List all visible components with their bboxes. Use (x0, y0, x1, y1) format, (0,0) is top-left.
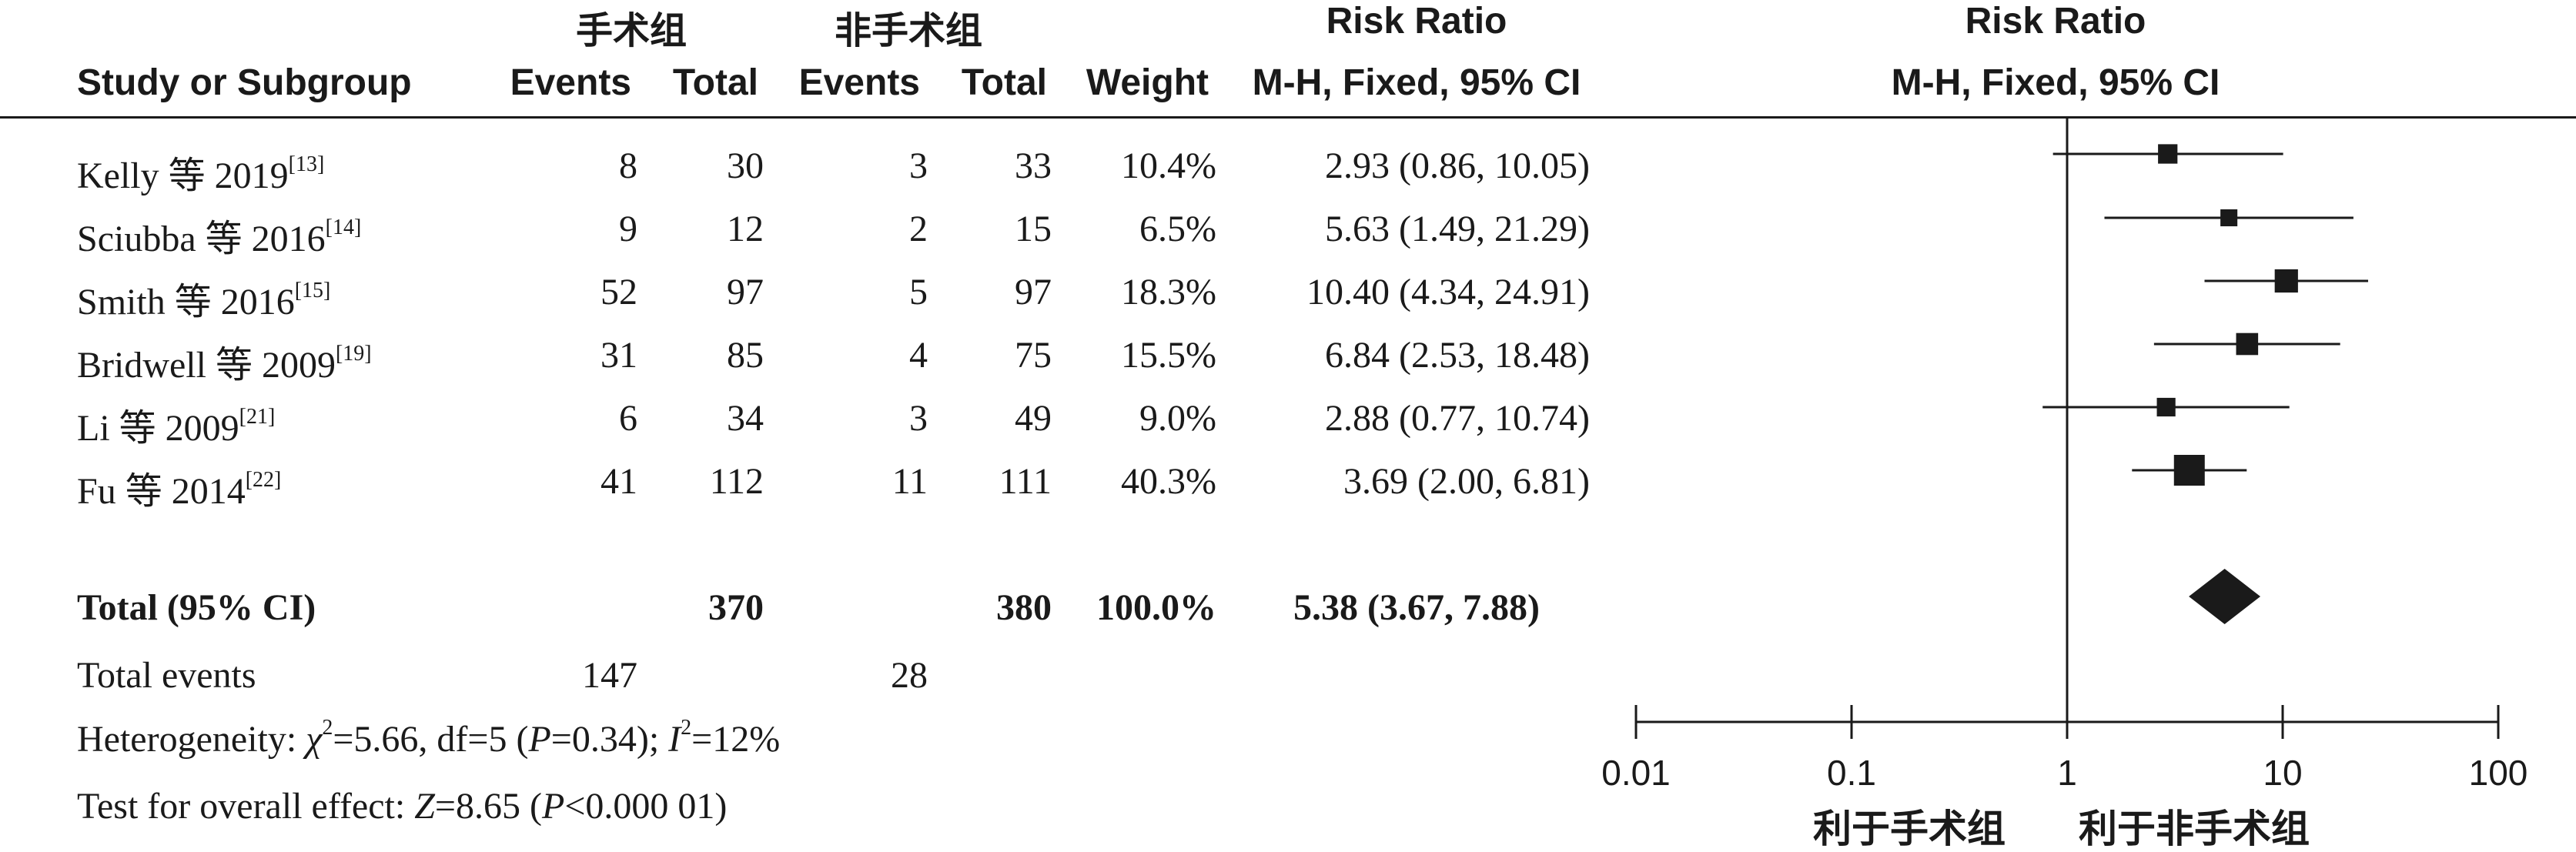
events-1: 52 (601, 272, 637, 312)
effect-square (2220, 209, 2238, 227)
risk-ratio-ci: 2.88 (0.77, 10.74) (1325, 398, 1590, 439)
weight: 40.3% (1121, 461, 1216, 502)
total-2: 33 (1015, 145, 1052, 186)
rr-method-header: M-H, Fixed, 95% CI (1252, 62, 1581, 103)
total-1: 97 (727, 272, 764, 312)
reference-superscript: [14] (325, 216, 362, 239)
events-1: 9 (619, 209, 637, 249)
group2-header: 非手术组 (834, 11, 982, 52)
total-2: 15 (1015, 209, 1052, 249)
risk-ratio-ci: 2.93 (0.86, 10.05) (1325, 145, 1590, 186)
weight: 10.4% (1121, 145, 1216, 186)
x-tick-label: 10 (2263, 753, 2302, 793)
total-1: 112 (709, 461, 764, 502)
total2-header: Total (961, 62, 1047, 103)
favours-left-label: 利于手术组 (1813, 807, 2006, 850)
risk-ratio-ci: 3.69 (2.00, 6.81) (1343, 461, 1590, 502)
risk-ratio-ci: 5.63 (1.49, 21.29) (1325, 209, 1590, 249)
effect-square (2156, 397, 2176, 417)
effect-square (2158, 144, 2178, 164)
events-1: 8 (619, 145, 637, 186)
total-weight: 100.0% (1096, 587, 1216, 628)
study-name: Sciubba 等 2016[14] (77, 216, 362, 260)
rr-title: Risk Ratio (1326, 1, 1507, 42)
total-n1: 370 (708, 587, 764, 628)
total-events-1: 147 (582, 655, 637, 696)
total-ci: 5.38 (3.67, 7.88) (1293, 587, 1540, 628)
total-events-label: Total events (77, 655, 256, 696)
x-tick-label: 0.1 (1827, 753, 1876, 793)
total-events-2: 28 (891, 655, 928, 696)
study-name: Bridwell 等 2009[19] (77, 342, 372, 386)
risk-ratio-ci: 10.40 (4.34, 24.91) (1306, 272, 1590, 312)
events-2: 11 (892, 461, 928, 502)
events-1: 41 (601, 461, 637, 502)
x-tick-label: 1 (2057, 753, 2077, 793)
reference-superscript: [21] (239, 405, 276, 429)
weight: 15.5% (1121, 335, 1216, 376)
reference-superscript: [19] (335, 342, 372, 366)
weight: 9.0% (1139, 398, 1216, 439)
x-tick-label: 0.01 (1601, 753, 1671, 793)
study-column-header: Study or Subgroup (77, 62, 412, 103)
header-rule (0, 116, 2576, 119)
events-2: 4 (909, 335, 928, 376)
overall-effect-text: Test for overall effect: Z=8.65 (P<0.000… (77, 786, 728, 827)
weight: 18.3% (1121, 272, 1216, 312)
total-2: 97 (1015, 272, 1052, 312)
study-name: Li 等 2009[21] (77, 405, 276, 449)
events-2: 2 (909, 209, 928, 249)
heterogeneity-text: Heterogeneity: χ2=5.66, df=5 (P=0.34); I… (77, 716, 781, 760)
reference-superscript: [15] (294, 279, 331, 302)
study-name: Smith 等 2016[15] (77, 279, 331, 323)
study-name: Kelly 等 2019[13] (77, 152, 325, 197)
effect-square (2173, 455, 2205, 486)
weight: 6.5% (1139, 209, 1216, 249)
reference-superscript: [22] (245, 468, 282, 492)
effect-square (2236, 332, 2259, 356)
reference-superscript: [13] (288, 152, 325, 176)
total-2: 49 (1015, 398, 1052, 439)
events-2: 5 (909, 272, 928, 312)
events2-header: Events (798, 62, 920, 103)
total-n2: 380 (996, 587, 1052, 628)
x-tick-label: 100 (2469, 753, 2528, 793)
study-name: Fu 等 2014[22] (77, 468, 282, 513)
total1-header: Total (672, 62, 758, 103)
total-1: 12 (727, 209, 764, 249)
total-2: 111 (999, 461, 1052, 502)
events-1: 31 (601, 335, 637, 376)
total-1: 85 (727, 335, 764, 376)
total-2: 75 (1015, 335, 1052, 376)
total-1: 30 (727, 145, 764, 186)
events-2: 3 (909, 145, 928, 186)
plot-method-header: M-H, Fixed, 95% CI (1891, 62, 2220, 103)
pooled-diamond (2189, 569, 2261, 624)
risk-ratio-ci: 6.84 (2.53, 18.48) (1325, 335, 1590, 376)
total-1: 34 (727, 398, 764, 439)
weight-header: Weight (1086, 62, 1209, 103)
events-1: 6 (619, 398, 637, 439)
events-2: 3 (909, 398, 928, 439)
group1-header: 手术组 (575, 11, 687, 52)
favours-right-label: 利于非手术组 (2079, 807, 2310, 850)
plot-title: Risk Ratio (1965, 1, 2146, 42)
events1-header: Events (510, 62, 631, 103)
total-label: Total (95% CI) (77, 587, 316, 628)
effect-square (2274, 269, 2298, 293)
